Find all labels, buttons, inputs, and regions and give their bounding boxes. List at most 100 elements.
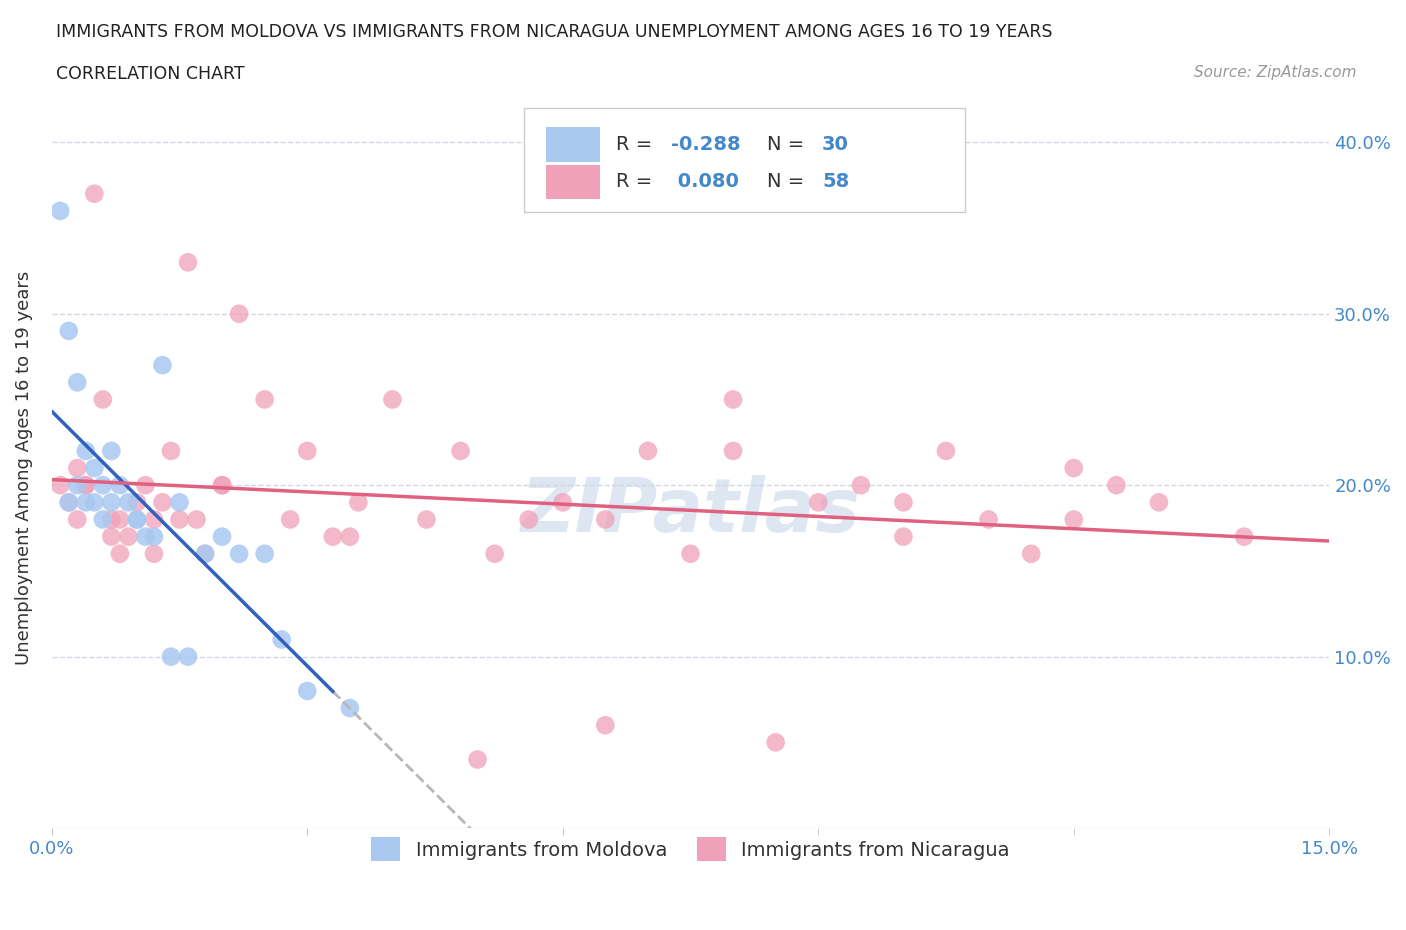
- Point: [83, 186, 105, 201]
- Point: [160, 444, 183, 458]
- Point: [322, 529, 344, 544]
- Point: [49, 478, 72, 493]
- Point: [1105, 478, 1128, 493]
- Point: [1019, 546, 1042, 561]
- Point: [152, 358, 174, 373]
- Point: [935, 444, 957, 458]
- Point: [58, 495, 80, 510]
- Point: [1063, 512, 1085, 527]
- Point: [1147, 495, 1170, 510]
- Point: [177, 649, 200, 664]
- Point: [253, 546, 276, 561]
- Point: [177, 255, 200, 270]
- Point: [142, 512, 165, 527]
- Text: R =: R =: [616, 172, 659, 191]
- Text: N =: N =: [768, 135, 811, 153]
- Y-axis label: Unemployment Among Ages 16 to 19 years: Unemployment Among Ages 16 to 19 years: [15, 271, 32, 665]
- Point: [75, 444, 97, 458]
- Point: [977, 512, 1000, 527]
- Point: [1233, 529, 1256, 544]
- Point: [450, 444, 472, 458]
- Point: [228, 306, 250, 321]
- Point: [228, 546, 250, 561]
- Point: [211, 478, 233, 493]
- Point: [849, 478, 872, 493]
- Point: [125, 512, 148, 527]
- Point: [467, 752, 489, 767]
- Text: R =: R =: [616, 135, 659, 153]
- Point: [142, 529, 165, 544]
- Text: -0.288: -0.288: [671, 135, 741, 153]
- Point: [893, 495, 915, 510]
- Point: [83, 460, 105, 475]
- Point: [339, 529, 361, 544]
- Point: [100, 444, 122, 458]
- Text: ZIPatlas: ZIPatlas: [520, 474, 860, 548]
- Point: [278, 512, 301, 527]
- Point: [551, 495, 574, 510]
- Point: [100, 495, 122, 510]
- Point: [75, 478, 97, 493]
- Point: [381, 392, 404, 407]
- Text: N =: N =: [768, 172, 811, 191]
- Point: [484, 546, 506, 561]
- Point: [134, 529, 156, 544]
- Point: [91, 478, 114, 493]
- Point: [211, 478, 233, 493]
- Point: [75, 495, 97, 510]
- Point: [66, 512, 89, 527]
- Text: IMMIGRANTS FROM MOLDOVA VS IMMIGRANTS FROM NICARAGUA UNEMPLOYMENT AMONG AGES 16 : IMMIGRANTS FROM MOLDOVA VS IMMIGRANTS FR…: [56, 23, 1053, 41]
- Point: [721, 392, 744, 407]
- Point: [66, 460, 89, 475]
- Point: [211, 529, 233, 544]
- Point: [91, 512, 114, 527]
- Point: [721, 444, 744, 458]
- Point: [134, 478, 156, 493]
- Point: [169, 512, 191, 527]
- Text: 30: 30: [823, 135, 849, 153]
- Point: [194, 546, 217, 561]
- Point: [49, 204, 72, 219]
- Point: [75, 478, 97, 493]
- Point: [194, 546, 217, 561]
- Point: [169, 495, 191, 510]
- Point: [117, 495, 139, 510]
- Text: CORRELATION CHART: CORRELATION CHART: [56, 65, 245, 83]
- Point: [108, 546, 131, 561]
- Point: [83, 495, 105, 510]
- Point: [100, 512, 122, 527]
- Point: [125, 495, 148, 510]
- Point: [765, 735, 787, 750]
- Point: [807, 495, 830, 510]
- Point: [1063, 460, 1085, 475]
- Legend: Immigrants from Moldova, Immigrants from Nicaragua: Immigrants from Moldova, Immigrants from…: [364, 830, 1018, 869]
- Point: [297, 444, 319, 458]
- Point: [517, 512, 540, 527]
- Point: [253, 392, 276, 407]
- Text: 58: 58: [823, 172, 849, 191]
- Point: [347, 495, 370, 510]
- Point: [58, 324, 80, 339]
- Point: [415, 512, 437, 527]
- Text: Source: ZipAtlas.com: Source: ZipAtlas.com: [1194, 65, 1357, 80]
- Point: [117, 529, 139, 544]
- Point: [66, 375, 89, 390]
- Point: [297, 684, 319, 698]
- Point: [270, 632, 292, 647]
- Point: [595, 718, 617, 733]
- Point: [595, 512, 617, 527]
- Text: 0.080: 0.080: [671, 172, 740, 191]
- Point: [108, 478, 131, 493]
- Point: [186, 512, 208, 527]
- Point: [108, 512, 131, 527]
- Point: [142, 546, 165, 561]
- Point: [91, 392, 114, 407]
- FancyBboxPatch shape: [524, 108, 965, 212]
- Point: [893, 529, 915, 544]
- FancyBboxPatch shape: [546, 127, 600, 162]
- Point: [152, 495, 174, 510]
- Point: [679, 546, 702, 561]
- Point: [125, 512, 148, 527]
- Point: [637, 444, 659, 458]
- Point: [66, 478, 89, 493]
